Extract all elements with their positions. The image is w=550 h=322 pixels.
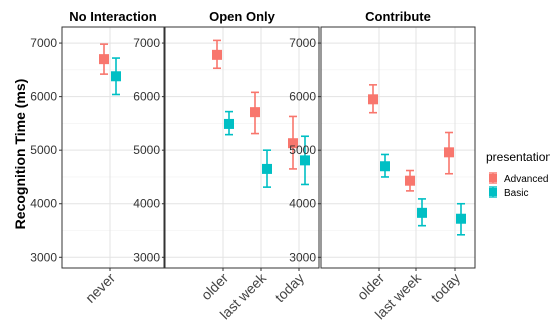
- data-point: [212, 49, 222, 60]
- y-tick-label: 7000: [289, 36, 316, 50]
- data-point: [250, 107, 260, 118]
- facet-title: No Interaction: [69, 9, 156, 24]
- legend-label: Basic: [504, 188, 528, 199]
- facet-0: 3000 4000 5000 6000 7000 No Interaction never: [30, 9, 165, 306]
- legend-key-point: [489, 174, 497, 182]
- y-tick-label: 4000: [289, 197, 316, 211]
- x-tick-label: today: [428, 270, 464, 306]
- panel-frame: [164, 26, 320, 269]
- data-point: [405, 175, 415, 186]
- x-tick-label: never: [82, 270, 118, 306]
- panel-frame: [320, 26, 476, 269]
- y-tick-label: 4000: [133, 197, 160, 211]
- data-point: [417, 207, 427, 218]
- data-point: [380, 161, 390, 172]
- data-point: [262, 163, 272, 174]
- y-tick-label: 3000: [289, 250, 316, 264]
- legend-key-point: [489, 188, 497, 196]
- data-point: [300, 155, 310, 166]
- x-tick-label: older: [354, 270, 388, 304]
- data-point: [288, 138, 298, 149]
- legend-title: presentation: [486, 150, 550, 164]
- data-point: [99, 54, 109, 65]
- y-tick-label: 7000: [30, 36, 57, 50]
- y-tick-label: 5000: [133, 143, 160, 157]
- data-point: [111, 71, 121, 82]
- data-point: [456, 213, 466, 224]
- legend-label: Advanced: [504, 174, 548, 185]
- facet-2: 30004000500060007000Contributeolderlast …: [289, 9, 476, 322]
- data-point: [224, 118, 234, 129]
- panel-frame: [61, 26, 165, 269]
- y-axis-label: Recognition Time (ms): [12, 79, 28, 230]
- y-tick-label: 6000: [289, 90, 316, 104]
- facet-title: Contribute: [365, 9, 431, 24]
- panel-border: [61, 26, 165, 269]
- y-tick-label: 3000: [30, 250, 57, 264]
- y-tick-label: 7000: [133, 36, 160, 50]
- y-tick-label: 3000: [133, 250, 160, 264]
- legend: presentation Advanced Basic: [486, 150, 550, 199]
- facet-title: Open Only: [209, 9, 276, 24]
- x-tick-label: today: [272, 270, 308, 306]
- data-point: [444, 147, 454, 158]
- y-tick-label: 4000: [30, 197, 57, 211]
- data-point: [368, 94, 378, 105]
- y-tick-label: 5000: [289, 143, 316, 157]
- x-tick-label: older: [198, 270, 232, 304]
- y-tick-label: 6000: [133, 90, 160, 104]
- y-tick-label: 6000: [30, 90, 57, 104]
- y-tick-label: 5000: [30, 143, 57, 157]
